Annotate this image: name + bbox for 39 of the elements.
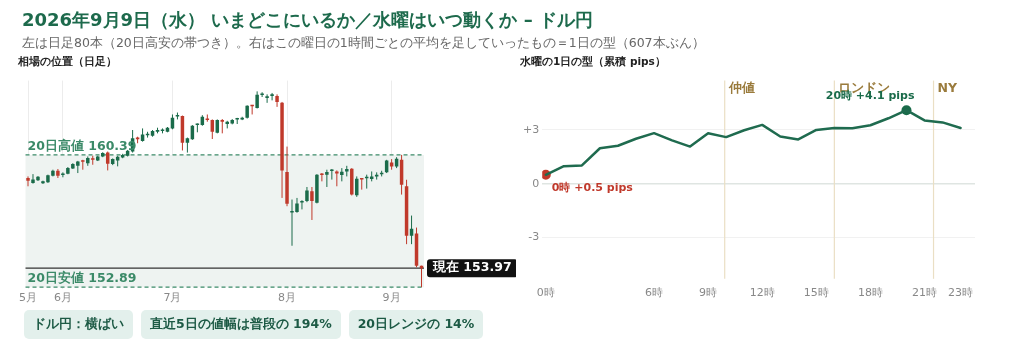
candlestick: [300, 199, 304, 210]
ref-line-label: NY: [937, 79, 958, 95]
chart-title: 相場の位置（日足）: [17, 55, 117, 69]
ref-line-label: 現在 153.97: [432, 259, 512, 275]
x-tick-label: 6時: [645, 286, 664, 300]
x-tick-label: 23時: [948, 286, 974, 300]
text: ドル円：横ばい: [24, 310, 133, 339]
candlestick: [260, 91, 264, 98]
text: 20日レンジの 14%: [348, 310, 484, 339]
x-tick-label: 15時: [803, 286, 829, 300]
candlestick: [275, 93, 279, 108]
candlestick: [270, 92, 274, 101]
x-tick-label: 7月: [163, 291, 182, 305]
candlestick: [26, 175, 30, 187]
ref-line-label: 仲値: [727, 79, 755, 95]
text: 2026年9月9日（水） いまどこにいるか／水曜はいつ動くか – ドル円: [22, 8, 594, 32]
x-tick-label: 18時: [857, 286, 883, 300]
x-tick-label: 5月: [19, 291, 38, 305]
x-tick-label: 6月: [53, 291, 72, 305]
candlestick: [310, 186, 314, 221]
y-tick-label: 0: [532, 176, 540, 190]
ref-line-label: 20日安値 152.89: [27, 270, 137, 286]
y-tick-label: +3: [523, 122, 540, 136]
candlestick: [265, 93, 269, 104]
text: 左は日足80本（20日高安の帯つき）。右はこの曜日の1時間ごとの平均を足していったもの＝1日の型（607本ぶん）: [22, 35, 706, 52]
candlestick: [355, 175, 359, 198]
x-tick-label: 8月: [278, 291, 297, 305]
candlestick: [320, 172, 324, 182]
text: 直近5日の値幅は普段の 194%: [141, 310, 341, 339]
candlestick: [31, 173, 35, 185]
candlestick: [325, 169, 329, 188]
chart-title: 水曜の1日の型（累積 pips）: [519, 55, 666, 69]
x-tick-label: 9時: [699, 286, 718, 300]
x-tick-label: 21時: [912, 286, 938, 300]
annotation: 0時 +0.5 pips: [551, 180, 634, 194]
y-tick-label: -3: [528, 230, 540, 244]
x-tick-label: 12時: [749, 286, 775, 300]
x-tick-label: 9月: [382, 291, 401, 305]
x-tick-label: 0時: [536, 286, 555, 300]
